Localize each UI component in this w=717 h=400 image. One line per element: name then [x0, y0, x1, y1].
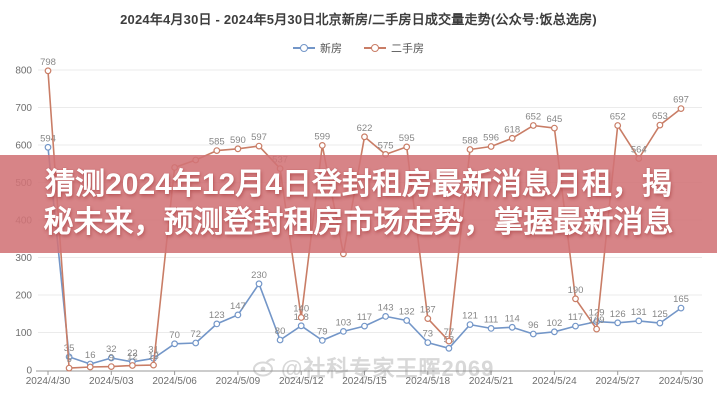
- svg-text:35: 35: [64, 343, 75, 354]
- svg-text:125: 125: [652, 309, 668, 320]
- svg-text:2024/5/03: 2024/5/03: [89, 376, 134, 387]
- svg-text:70: 70: [169, 330, 180, 341]
- svg-text:147: 147: [230, 301, 246, 312]
- svg-text:5: 5: [66, 354, 71, 365]
- svg-text:700: 700: [15, 103, 32, 114]
- svg-text:585: 585: [209, 137, 225, 148]
- svg-text:96: 96: [528, 320, 539, 331]
- svg-text:2024/5/27: 2024/5/27: [595, 376, 640, 387]
- svg-text:596: 596: [483, 133, 499, 144]
- svg-text:123: 123: [209, 310, 225, 321]
- svg-text:200: 200: [15, 291, 32, 302]
- svg-text:73: 73: [423, 329, 434, 340]
- svg-text:2024/5/06: 2024/5/06: [152, 376, 197, 387]
- svg-text:190: 190: [568, 285, 584, 296]
- svg-text:599: 599: [314, 131, 330, 142]
- line-marker-icon: [293, 44, 315, 52]
- svg-text:137: 137: [420, 305, 436, 316]
- svg-text:72: 72: [190, 329, 201, 340]
- svg-text:109: 109: [589, 315, 605, 326]
- legend: 新房 二手房: [0, 40, 717, 56]
- svg-text:140: 140: [293, 304, 309, 315]
- svg-text:16: 16: [85, 350, 96, 361]
- svg-text:590: 590: [230, 135, 246, 146]
- x-axis: 2024/4/30 2024/5/03 2024/5/06 2024/5/09 2024…: [26, 370, 704, 387]
- svg-text:132: 132: [399, 307, 415, 318]
- svg-text:597: 597: [251, 132, 267, 143]
- svg-text:622: 622: [357, 123, 373, 134]
- legend-item-secondhand-homes[interactable]: 二手房: [364, 40, 424, 56]
- svg-text:121: 121: [462, 311, 478, 322]
- svg-text:595: 595: [399, 133, 415, 144]
- svg-text:652: 652: [525, 112, 541, 123]
- svg-text:31: 31: [148, 344, 159, 355]
- overlay-text-line2: 秘未来，预测登封租房市场走势，掌握最新消息: [43, 206, 674, 239]
- legend-label: 二手房: [391, 43, 424, 55]
- svg-text:697: 697: [673, 95, 689, 106]
- svg-text:117: 117: [568, 312, 583, 323]
- svg-text:588: 588: [462, 136, 478, 147]
- svg-text:131: 131: [631, 307, 647, 318]
- svg-text:77: 77: [444, 327, 455, 338]
- svg-text:80: 80: [275, 326, 286, 337]
- svg-text:2024/5/21: 2024/5/21: [469, 376, 514, 387]
- svg-text:143: 143: [378, 302, 394, 313]
- svg-text:300: 300: [15, 253, 32, 264]
- svg-text:2024/5/09: 2024/5/09: [216, 376, 261, 387]
- svg-text:114: 114: [505, 313, 520, 324]
- svg-text:9: 9: [109, 353, 114, 364]
- svg-text:79: 79: [317, 326, 328, 337]
- svg-text:564: 564: [631, 145, 647, 156]
- svg-text:618: 618: [504, 124, 520, 135]
- overlay-text-line1: 猜测2024年12月4日登封租房最新消息月租，揭: [45, 168, 672, 201]
- svg-text:103: 103: [335, 317, 351, 328]
- svg-text:645: 645: [546, 114, 562, 125]
- line-marker-icon: [364, 44, 386, 52]
- svg-text:0: 0: [26, 366, 32, 377]
- svg-text:2024/5/15: 2024/5/15: [342, 376, 387, 387]
- legend-label: 新房: [320, 43, 342, 55]
- overlay-banner: 猜测2024年12月4日登封租房最新消息月租，揭 秘未来，预测登封租房市场走势，…: [0, 155, 717, 253]
- svg-text:126: 126: [610, 309, 626, 320]
- svg-text:129: 129: [589, 308, 605, 319]
- series-secondhand-homes: 7985912135855905975371405996225755951377…: [40, 57, 689, 372]
- svg-text:12: 12: [127, 352, 138, 363]
- chart-title: 2024年4月30日 - 2024年5月30日北京新房/二手房日成交量走势(公众…: [120, 12, 597, 27]
- svg-text:575: 575: [378, 140, 394, 151]
- svg-text:2024/5/18: 2024/5/18: [406, 376, 451, 387]
- legend-item-new-homes[interactable]: 新房: [293, 40, 342, 56]
- svg-text:600: 600: [15, 141, 32, 152]
- svg-text:32: 32: [106, 344, 117, 355]
- svg-text:230: 230: [251, 270, 267, 281]
- svg-text:2024/5/12: 2024/5/12: [279, 376, 324, 387]
- svg-text:2024/5/24: 2024/5/24: [532, 376, 577, 387]
- svg-text:13: 13: [148, 351, 159, 362]
- svg-text:2024/4/30: 2024/4/30: [26, 376, 71, 387]
- svg-text:117: 117: [357, 312, 372, 323]
- svg-text:102: 102: [546, 318, 562, 329]
- svg-text:798: 798: [40, 57, 56, 68]
- svg-text:111: 111: [484, 314, 498, 325]
- svg-text:653: 653: [652, 111, 668, 122]
- svg-text:22: 22: [127, 348, 138, 359]
- svg-text:652: 652: [610, 112, 626, 123]
- svg-text:594: 594: [40, 133, 56, 144]
- svg-text:100: 100: [15, 328, 32, 339]
- svg-text:800: 800: [15, 66, 32, 77]
- svg-text:165: 165: [673, 294, 689, 305]
- svg-text:2024/5/30: 2024/5/30: [659, 376, 704, 387]
